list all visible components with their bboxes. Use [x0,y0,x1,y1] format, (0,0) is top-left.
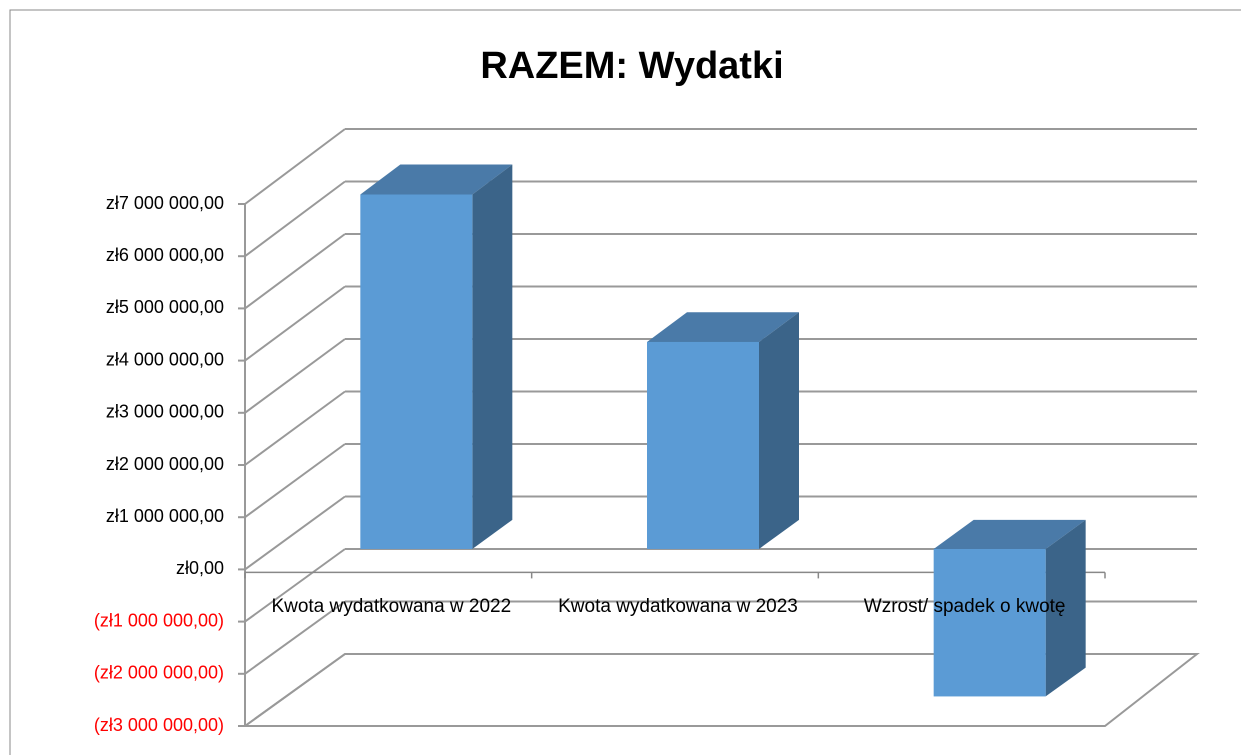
side-grid-line [244,285,346,362]
bar-top [933,519,1086,549]
side-grid-line [244,495,346,571]
bar [647,341,759,549]
y-tick-label: (zł1 000 000,00) [94,610,224,630]
chart-title: RAZEM: Wydatki [480,45,783,87]
side-grid-line [244,128,346,205]
x-tick-label: Kwota wydatkowana w 2022 [271,596,512,618]
x-tick-label: Kwota wydatkowana w 2023 [558,596,798,618]
bar [360,194,473,549]
bar [933,548,1046,697]
side-grid-line [244,233,346,310]
side-grid-line [244,443,346,519]
bar-side [472,164,513,549]
bar-top [647,312,799,342]
y-tick-label: zł5 000 000,00 [106,297,224,317]
bar-side [759,312,799,549]
side-grid-line [244,390,346,466]
y-tick-label: (zł3 000 000,00) [94,715,224,735]
bar-side [1045,519,1086,697]
y-tick-label: zł3 000 000,00 [106,402,224,422]
y-tick-label: zł4 000 000,00 [106,349,224,369]
y-tick-label: zł2 000 000,00 [106,454,224,474]
y-tick-label: zł7 000 000,00 [106,193,224,213]
side-grid-line [244,548,346,623]
y-tick-label: (zł2 000 000,00) [94,663,224,683]
x-tick-label: Wzrost/ spadek o kwotę [863,596,1066,618]
bar-top [360,164,513,195]
y-tick-label: zł0,00 [176,558,224,578]
side-grid-line [244,600,346,675]
y-tick-label: zł1 000 000,00 [106,506,224,526]
side-grid-line [244,338,346,414]
side-grid-line [244,180,346,258]
side-grid-line [244,653,346,727]
y-tick-label: zł6 000 000,00 [106,245,224,265]
